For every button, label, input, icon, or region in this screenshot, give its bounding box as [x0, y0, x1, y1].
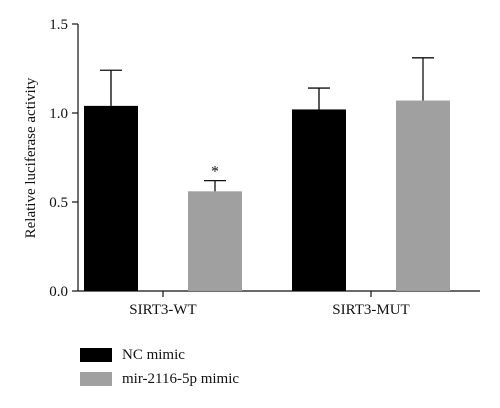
bar-nc-mimic — [84, 105, 138, 291]
legend-label-mir-mimic: mir-2116-5p mimic — [122, 370, 240, 387]
chart-axes: 0.0 0.5 1.0 1.5 SIRT3-WT SIRT3-MUT — [49, 17, 480, 318]
y-tick-label: 0.5 — [49, 195, 68, 211]
y-tick-label: 0.0 — [49, 284, 68, 300]
y-axis-label: Relative luciferase activity — [23, 77, 39, 238]
chart-legend: NC mimic mir-2116-5p mimic — [80, 345, 239, 393]
x-tick-label: SIRT3-WT — [129, 302, 196, 318]
legend-label-nc-mimic: NC mimic — [122, 346, 185, 363]
legend-item-mir-mimic: mir-2116-5p mimic — [80, 369, 239, 389]
y-tick-label: 1.0 — [49, 106, 68, 122]
chart-bars: * — [84, 57, 450, 291]
bar-mir-mimic — [188, 191, 242, 291]
x-tick-label: SIRT3-MUT — [332, 302, 409, 318]
y-tick-label: 1.5 — [49, 17, 68, 33]
legend-swatch-nc-mimic — [80, 348, 112, 362]
bar-nc-mimic — [292, 109, 346, 291]
bar-mir-mimic — [396, 100, 450, 291]
legend-item-nc-mimic: NC mimic — [80, 345, 239, 365]
legend-swatch-mir-mimic — [80, 372, 112, 386]
bar-chart: 0.0 0.5 1.0 1.5 SIRT3-WT SIRT3-MUT * Relative… — [23, 17, 480, 318]
significance-annotation: * — [211, 164, 219, 181]
